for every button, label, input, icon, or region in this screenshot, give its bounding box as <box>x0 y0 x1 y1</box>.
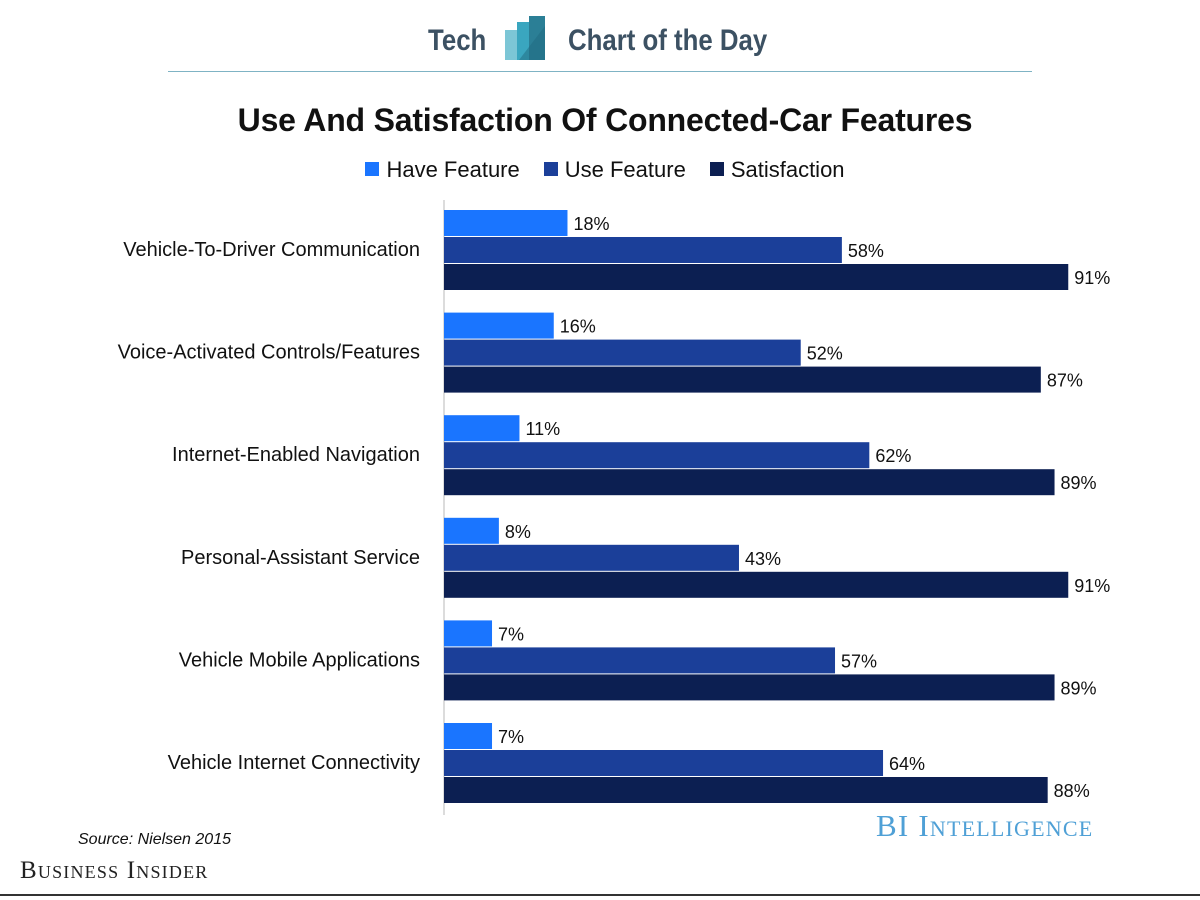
bar-chart-logo-icon <box>505 16 545 60</box>
category-label: Internet-Enabled Navigation <box>172 444 420 466</box>
data-label: 11% <box>525 419 560 439</box>
bar <box>444 469 1055 496</box>
bar <box>444 339 801 366</box>
bar <box>444 723 493 749</box>
data-label: 91% <box>1074 576 1110 596</box>
legend-swatch <box>709 162 724 176</box>
legend-item: Have Feature <box>365 157 520 183</box>
data-label: 91% <box>1074 268 1110 288</box>
legend-item: Satisfaction <box>709 157 845 183</box>
data-label: 64% <box>889 754 925 774</box>
data-label: 7% <box>498 624 524 644</box>
bar <box>444 750 884 776</box>
bottom-divider <box>0 894 1200 896</box>
bar <box>444 647 836 674</box>
data-label: 62% <box>875 446 911 466</box>
data-label: 58% <box>848 241 884 261</box>
data-label: 7% <box>498 727 524 747</box>
bar <box>444 777 1048 803</box>
bar <box>444 442 870 469</box>
chart-legend: Have Feature Use Feature Satisfaction <box>0 157 1200 183</box>
data-label: 52% <box>807 344 843 364</box>
bar <box>444 264 1069 290</box>
header-tech-label: Tech <box>428 24 487 57</box>
data-label: 57% <box>841 651 877 671</box>
category-label: Vehicle-To-Driver Communication <box>123 239 420 261</box>
category-label: Vehicle Internet Connectivity <box>168 752 420 774</box>
bar <box>444 415 520 442</box>
bar <box>444 237 842 263</box>
data-label: 43% <box>745 549 781 569</box>
category-label: Vehicle Mobile Applications <box>179 649 420 671</box>
legend-item: Use Feature <box>543 157 686 183</box>
data-label: 89% <box>1061 678 1097 698</box>
bar <box>444 517 499 544</box>
data-label: 89% <box>1061 473 1097 493</box>
bar <box>444 366 1041 393</box>
data-label: 88% <box>1054 781 1090 801</box>
bar <box>444 620 493 647</box>
legend-swatch <box>543 162 558 176</box>
bar <box>444 544 739 571</box>
header-chart-of-the-day-label: Chart of the Day <box>568 24 768 57</box>
chart-of-the-day-header: Tech Chart of the Day <box>0 0 1200 80</box>
legend-swatch <box>365 162 380 176</box>
data-label: 87% <box>1047 371 1083 391</box>
bi-intelligence-logo: BI Intelligence <box>876 808 1094 843</box>
category-label: Voice-Activated Controls/Features <box>118 342 420 364</box>
legend-label: Use Feature <box>564 157 686 182</box>
data-label: 18% <box>573 214 609 234</box>
legend-label: Satisfaction <box>730 157 845 182</box>
header-divider <box>168 71 1032 72</box>
data-label: 16% <box>560 317 596 337</box>
bar <box>444 312 554 339</box>
source-note: Source: Nielsen 2015 <box>78 831 231 848</box>
bar <box>444 210 568 236</box>
bar <box>444 571 1069 598</box>
business-insider-logo: Business Insider <box>20 857 209 884</box>
data-label: 8% <box>505 522 531 542</box>
category-label: Personal-Assistant Service <box>181 547 420 569</box>
legend-label: Have Feature <box>386 157 520 182</box>
chart-title: Use And Satisfaction Of Connected-Car Fe… <box>237 102 973 138</box>
bar <box>444 674 1055 701</box>
